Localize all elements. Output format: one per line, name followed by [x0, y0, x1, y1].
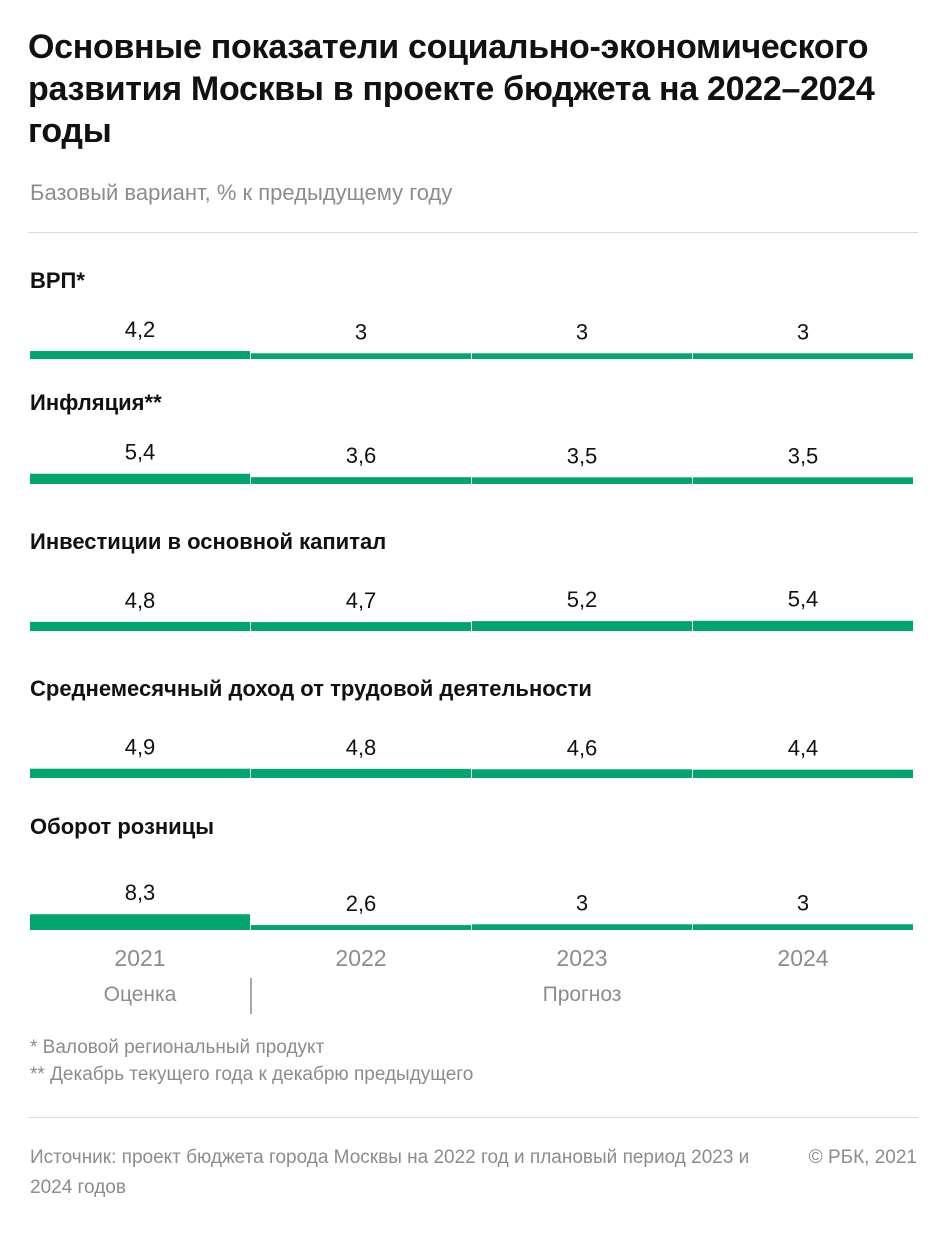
series-title: Оборот розницы — [30, 814, 214, 839]
bar — [251, 622, 471, 631]
data-label: 5,2 — [567, 587, 598, 612]
bar — [472, 477, 692, 484]
bar — [693, 769, 913, 778]
data-label: 4,9 — [125, 735, 156, 760]
footnote-inflation: ** Декабрь текущего года к декабрю преды… — [30, 1064, 474, 1085]
chart-title: Основные показатели социально-экономичес… — [28, 28, 875, 150]
data-label: 3,5 — [788, 443, 819, 468]
data-label: 5,4 — [125, 440, 156, 465]
data-label: 3,6 — [346, 443, 377, 468]
bar — [251, 477, 471, 484]
data-label: 2,6 — [346, 891, 377, 916]
bar — [251, 353, 471, 359]
x-tick-label: 2021 — [114, 945, 165, 971]
data-label: 3 — [576, 319, 588, 344]
series-title: Инфляция** — [30, 390, 162, 415]
series-title: Инвестиции в основной капитал — [30, 529, 386, 554]
data-label: 4,7 — [346, 588, 377, 613]
data-label: 8,3 — [125, 880, 156, 905]
source-text: Источник: проект бюджета города Москвы н… — [30, 1147, 750, 1198]
bar — [472, 924, 692, 930]
chart-subtitle: Базовый вариант, % к предыдущему году — [30, 180, 453, 205]
bar — [251, 768, 471, 778]
data-label: 4,8 — [125, 588, 156, 613]
bar — [472, 769, 692, 778]
data-label: 5,4 — [788, 587, 819, 612]
series-title: ВРП* — [30, 268, 85, 293]
data-label: 3 — [576, 890, 588, 915]
bar — [30, 621, 250, 631]
bar — [30, 351, 250, 359]
period-label-forecast: Прогноз — [543, 983, 622, 1006]
series-title: Среднемесячный доход от трудовой деятель… — [30, 676, 592, 701]
footnote-vrp: * Валовой региональный продукт — [30, 1037, 325, 1058]
bar — [30, 768, 250, 778]
x-tick-label: 2024 — [777, 945, 828, 971]
bar — [30, 473, 250, 484]
data-label: 3 — [355, 319, 367, 344]
data-label: 3,5 — [567, 443, 598, 468]
period-label-estimate: Оценка — [104, 983, 177, 1006]
bar — [30, 914, 250, 930]
top-divider — [28, 232, 918, 233]
x-tick-label: 2022 — [335, 945, 386, 971]
data-label: 4,6 — [567, 735, 598, 760]
data-label: 4,8 — [346, 735, 377, 760]
bar — [693, 477, 913, 484]
bar — [472, 353, 692, 359]
bar — [251, 925, 471, 930]
bar — [693, 924, 913, 930]
data-label: 3 — [797, 890, 809, 915]
bar — [693, 353, 913, 359]
x-tick-label: 2023 — [556, 945, 607, 971]
data-label: 3 — [797, 319, 809, 344]
copyright-text: © РБК, 2021 — [808, 1147, 917, 1168]
data-label: 4,2 — [125, 317, 156, 342]
bottom-divider — [28, 1117, 918, 1118]
data-label: 4,4 — [788, 736, 819, 761]
bar — [693, 620, 913, 631]
bar — [472, 621, 692, 631]
